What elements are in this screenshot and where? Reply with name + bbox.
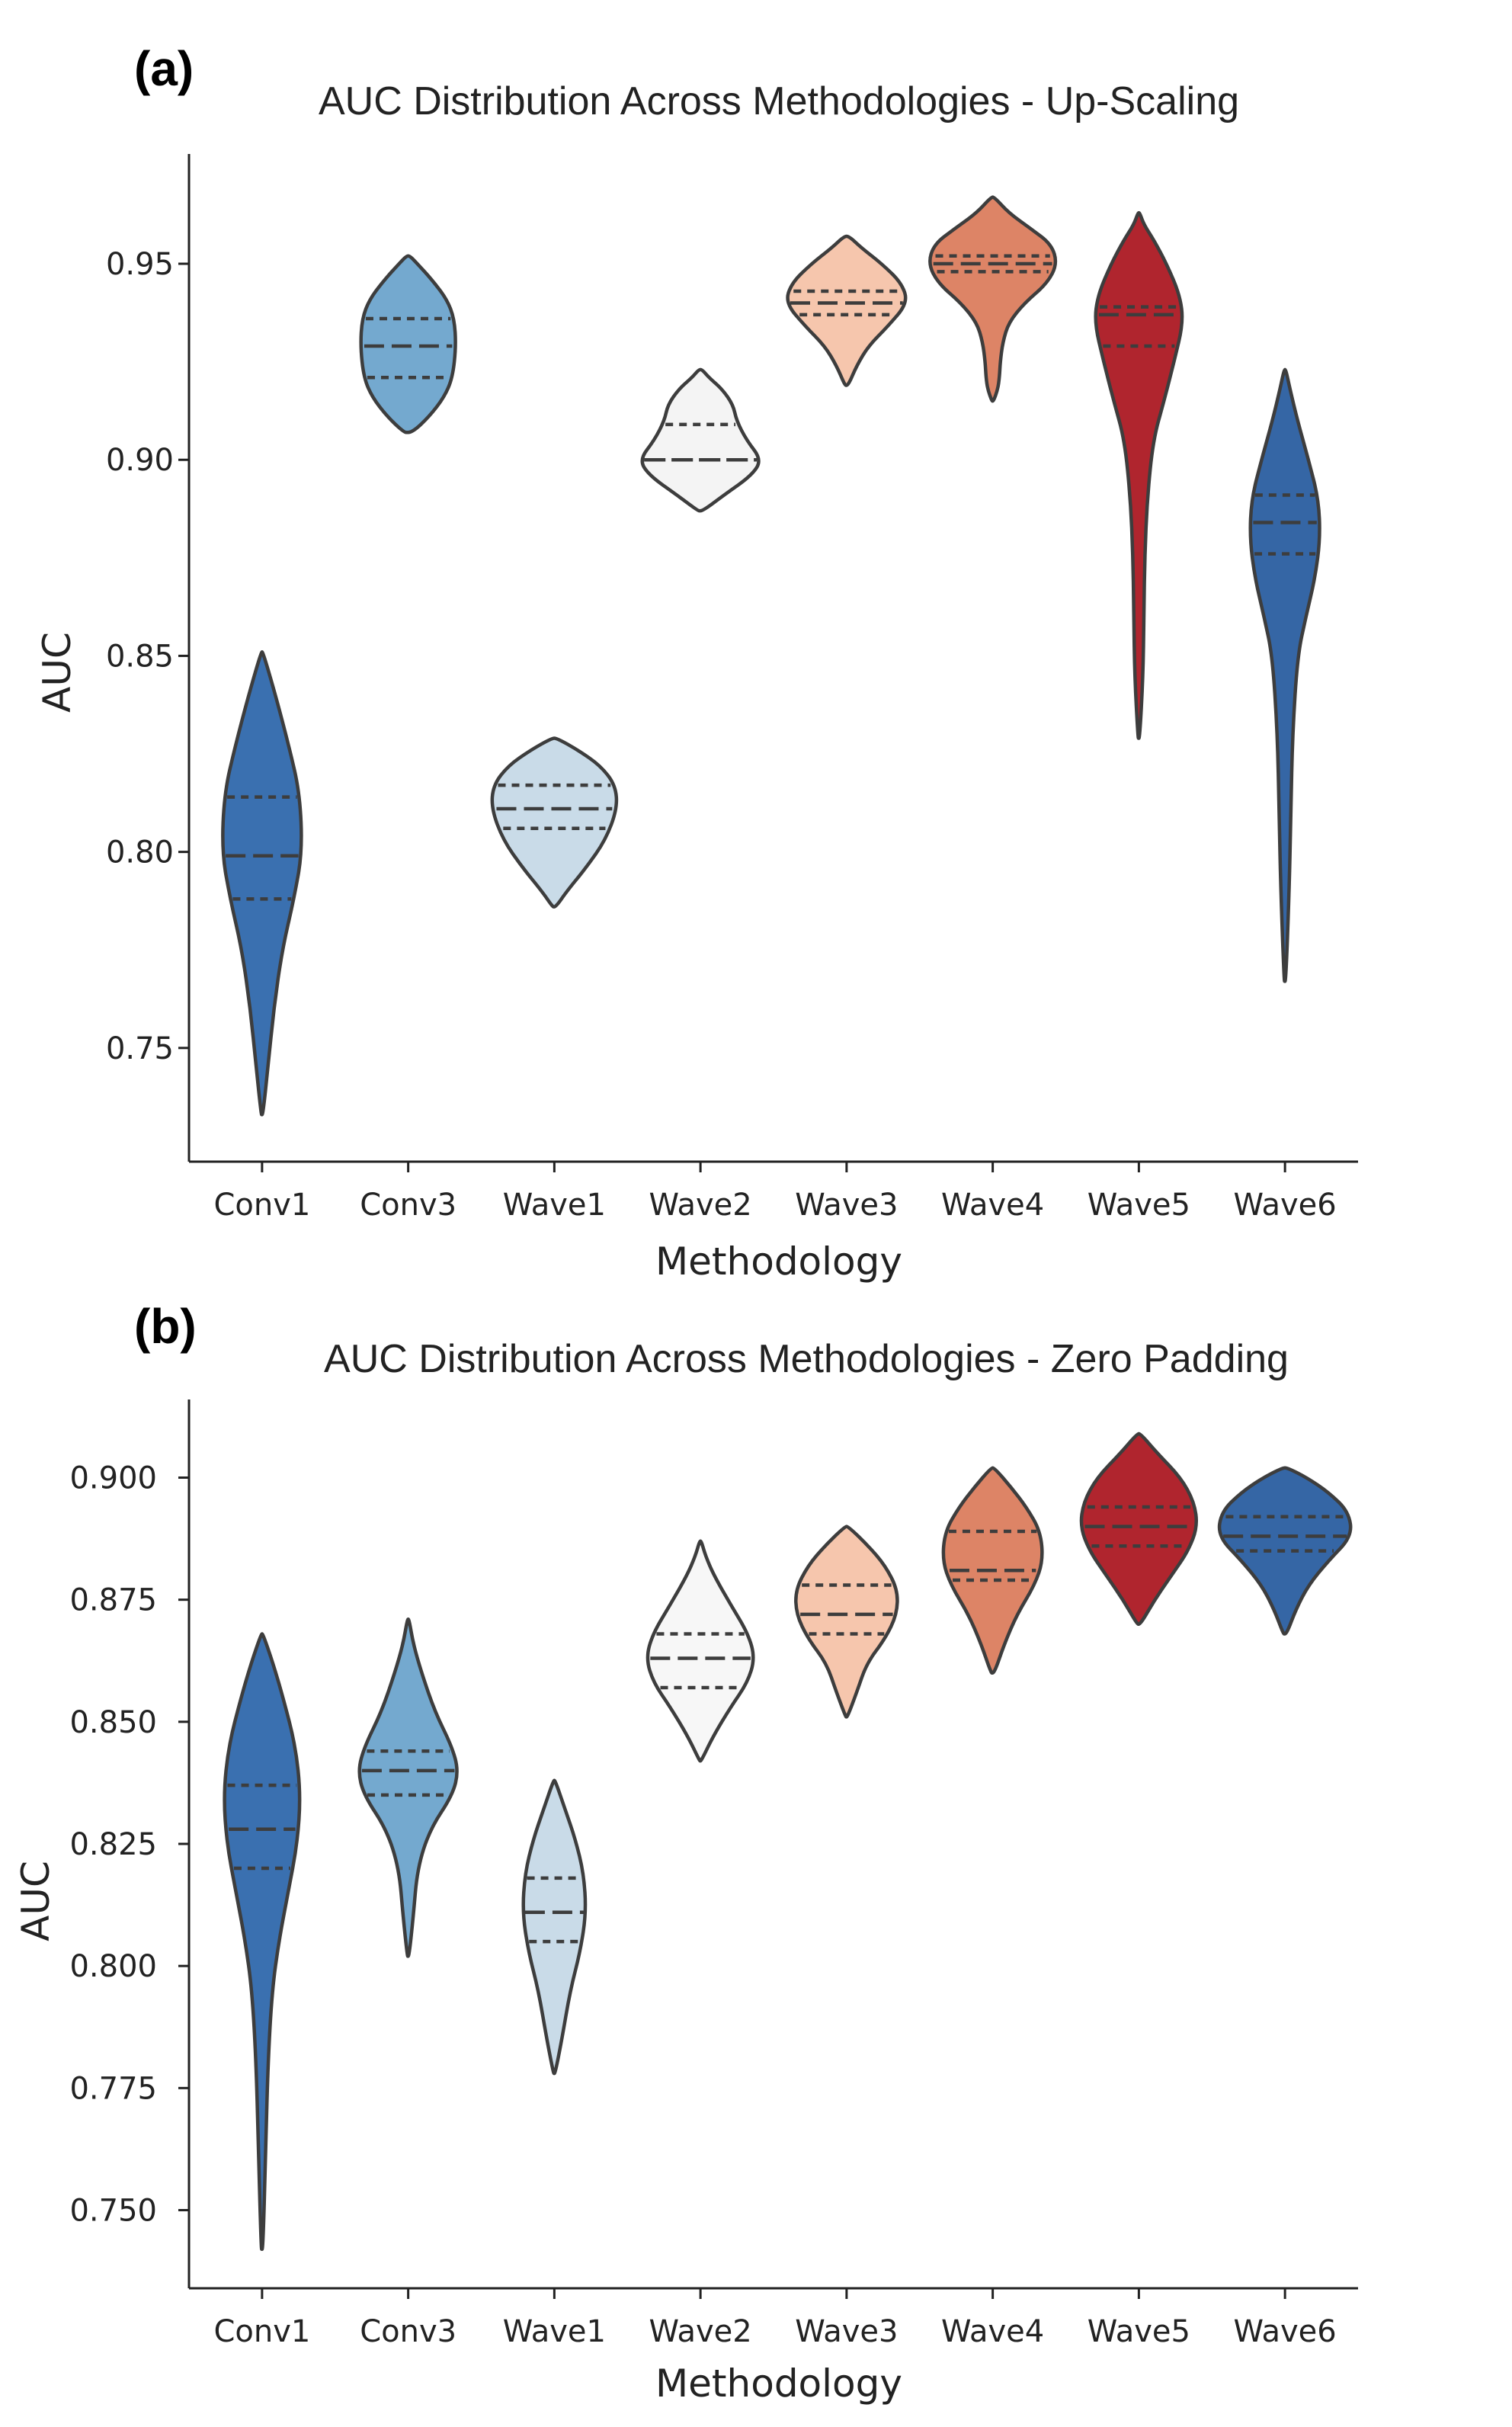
violin-wave2 xyxy=(645,1539,755,1763)
panel-a-ylabel: AUC xyxy=(35,632,79,713)
x-tick-label: Wave2 xyxy=(649,2314,752,2349)
y-tick-label: 0.95 xyxy=(106,247,174,282)
panel-b-label: (b) xyxy=(134,1299,197,1354)
y-tick-label: 0.80 xyxy=(106,835,174,870)
panel-b-title: AUC Distribution Across Methodologies - … xyxy=(324,1337,1289,1381)
y-tick-label: 0.90 xyxy=(106,443,174,478)
y-tick-label: 0.775 xyxy=(69,2071,157,2106)
violin-conv1 xyxy=(223,1632,302,2251)
x-tick-label: Wave4 xyxy=(941,1188,1044,1223)
y-tick-label: 0.850 xyxy=(69,1705,157,1740)
violin-conv1 xyxy=(221,650,303,1117)
panel-b-xlabel: Methodology xyxy=(655,2361,902,2406)
panel-b-ylabel: AUC xyxy=(14,1861,58,1941)
violin-wave3 xyxy=(794,1524,899,1719)
violin-wave3 xyxy=(786,234,908,387)
panel-a: (a) AUC Distribution Across Methodologie… xyxy=(35,41,1358,1284)
panel-a-plot: 0.75 0.80 0.85 0.90 0.95 Conv1 Conv3 Wave1 Wave2… xyxy=(106,154,1358,1223)
x-tick-label: Wave6 xyxy=(1234,2314,1337,2349)
panel-a-xlabel: Methodology xyxy=(655,1239,902,1284)
y-tick-label: 0.800 xyxy=(69,1949,157,1984)
x-tick-label: Wave1 xyxy=(503,2314,606,2349)
x-tick-label: Wave5 xyxy=(1088,2314,1190,2349)
x-tick-label: Wave3 xyxy=(795,2314,898,2349)
x-tick-label: Wave2 xyxy=(649,1188,752,1223)
x-tick-label: Conv1 xyxy=(213,2314,310,2349)
violin-wave5 xyxy=(1079,1432,1199,1626)
panel-b: (b) AUC Distribution Across Methodologie… xyxy=(14,1299,1358,2406)
y-tick-label: 0.75 xyxy=(106,1031,174,1066)
violin-wave2 xyxy=(640,367,761,513)
x-tick-label: Wave1 xyxy=(503,1188,606,1223)
x-tick-label: Conv1 xyxy=(213,1188,310,1223)
x-tick-label: Wave3 xyxy=(795,1188,898,1223)
panel-b-plot: 0.750 0.775 0.800 0.825 0.850 0.875 0.900 Conv1… xyxy=(69,1399,1358,2349)
x-tick-label: Conv3 xyxy=(360,1188,456,1223)
violin-wave5 xyxy=(1094,210,1184,740)
violin-wave6 xyxy=(1248,367,1321,983)
y-tick-label: 0.825 xyxy=(69,1827,157,1862)
violin-conv3 xyxy=(359,254,457,434)
panel-a-title: AUC Distribution Across Methodologies - … xyxy=(319,79,1239,123)
y-tick-label: 0.900 xyxy=(69,1461,157,1496)
y-tick-label: 0.85 xyxy=(106,639,174,674)
x-tick-label: Wave5 xyxy=(1088,1188,1190,1223)
y-tick-label: 0.750 xyxy=(69,2193,157,2228)
violin-conv3 xyxy=(357,1617,459,1958)
x-tick-label: Conv3 xyxy=(360,2314,456,2349)
panel-a-label: (a) xyxy=(134,41,194,96)
violin-wave1 xyxy=(521,1778,588,2076)
x-tick-label: Wave4 xyxy=(941,2314,1044,2349)
violin-wave1 xyxy=(490,736,619,909)
y-tick-label: 0.875 xyxy=(69,1583,157,1618)
violin-wave4 xyxy=(928,195,1058,403)
x-tick-label: Wave6 xyxy=(1234,1188,1337,1223)
